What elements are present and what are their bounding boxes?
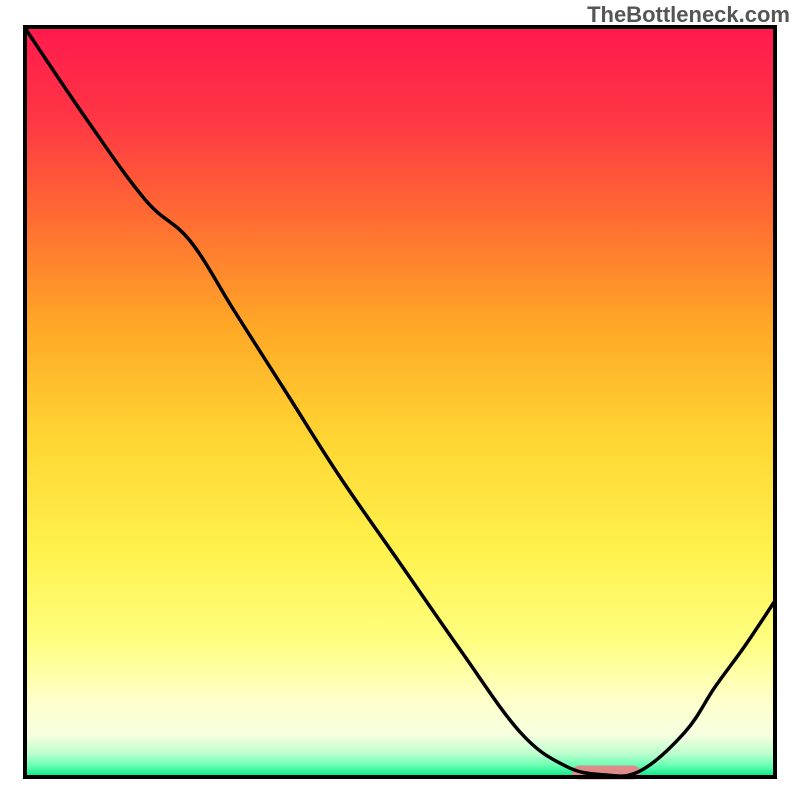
watermark-text: TheBottleneck.com (587, 2, 790, 28)
bottleneck-chart (0, 0, 800, 800)
plot-background (25, 27, 775, 777)
